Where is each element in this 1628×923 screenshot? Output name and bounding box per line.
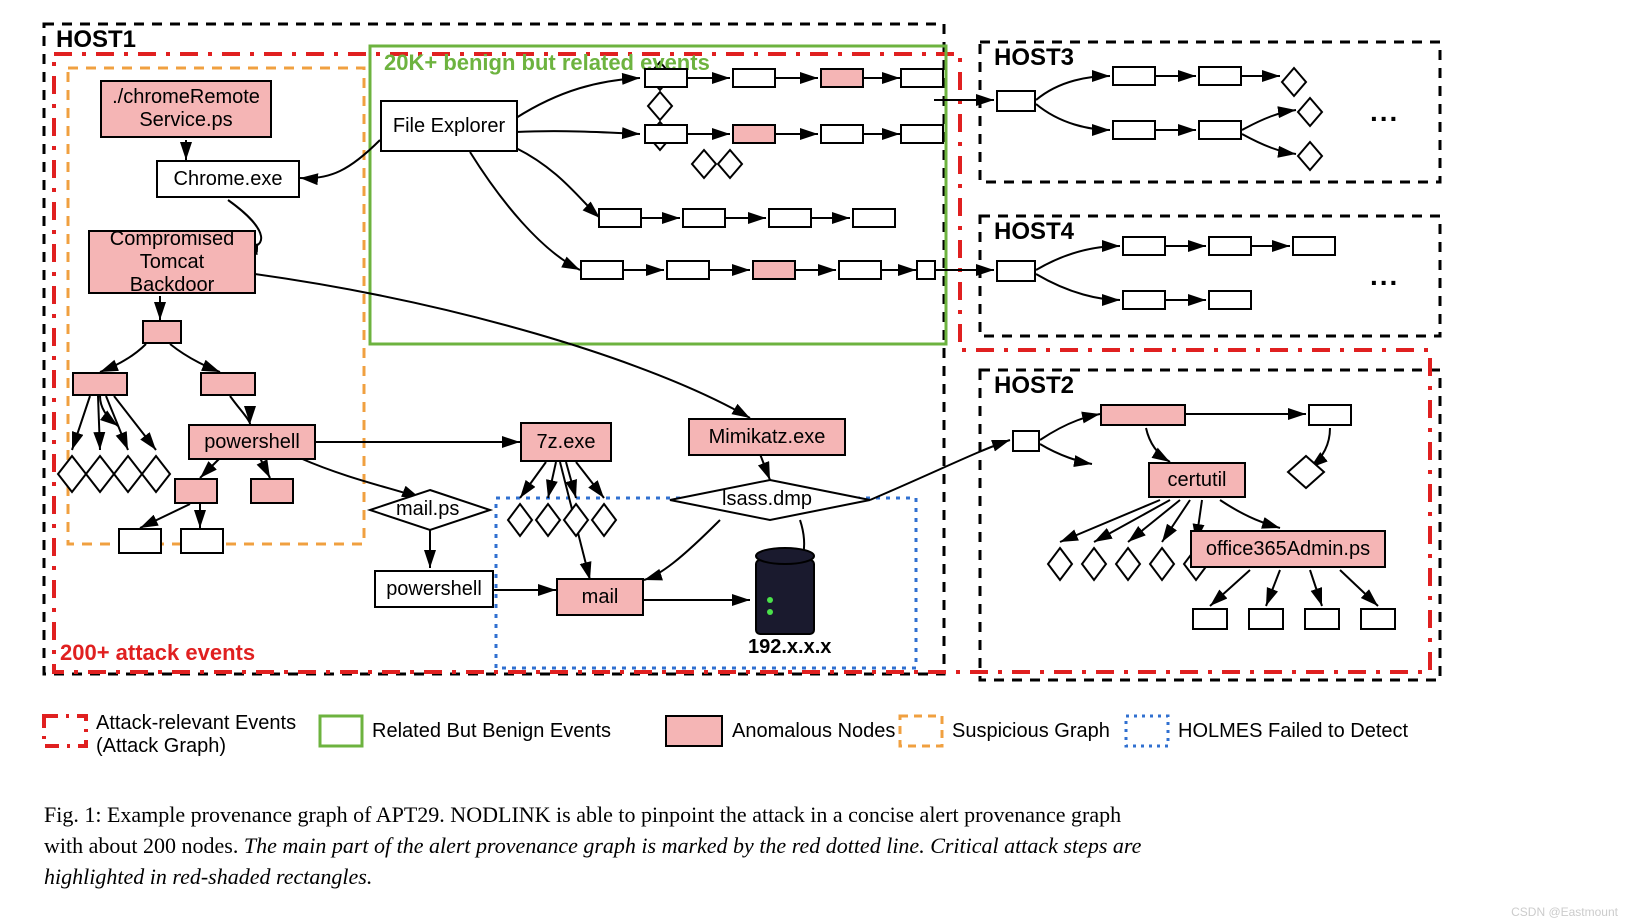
node-powershell: powershell <box>188 424 316 460</box>
svg-canvas <box>0 0 1628 923</box>
ellipsis: ... <box>1370 96 1399 128</box>
benign-node <box>852 208 896 228</box>
legend-benign-swatch <box>320 716 362 746</box>
benign-node <box>598 208 642 228</box>
benign-node <box>666 260 710 280</box>
node-mimikatz: Mimikatz.exe <box>688 418 846 456</box>
host1-label: HOST1 <box>56 26 136 54</box>
node-7z: 7z.exe <box>520 422 612 462</box>
benign-node <box>580 260 624 280</box>
h3-node <box>1112 120 1156 140</box>
server-icon <box>756 548 814 634</box>
benign-node <box>644 124 688 144</box>
benign-node <box>752 260 796 280</box>
legend-susp-swatch <box>900 716 942 746</box>
h3-node <box>1112 66 1156 86</box>
benign-node <box>820 68 864 88</box>
small-node <box>250 478 294 504</box>
node-file-explorer: File Explorer <box>380 100 518 152</box>
host4-label: HOST4 <box>994 218 1074 246</box>
legend-holmes-swatch <box>1126 716 1168 746</box>
host3-graph <box>1036 68 1322 170</box>
benign-node <box>838 260 882 280</box>
h3-node <box>996 90 1036 112</box>
ellipsis: ... <box>1370 260 1399 292</box>
legend-anomalous: Anomalous Nodes <box>732 720 895 743</box>
node-office365: office365Admin.ps <box>1190 530 1386 568</box>
small-node <box>174 478 218 504</box>
node-powershell2: powershell <box>374 570 494 608</box>
benign-node <box>820 124 864 144</box>
legend-benign: Related But Benign Events <box>372 720 611 743</box>
host2-frame <box>980 370 1440 680</box>
h4-node <box>1292 236 1336 256</box>
h2-node <box>1192 608 1228 630</box>
h4-node <box>996 260 1036 282</box>
h4-node <box>1208 290 1252 310</box>
node-mailps: mail.ps <box>396 498 459 521</box>
legend-attack: Attack-relevant Events (Attack Graph) <box>96 712 296 758</box>
h4-node <box>1122 290 1166 310</box>
benign-node <box>768 208 812 228</box>
h3-node <box>1198 66 1242 86</box>
legend-suspicious: Suspicious Graph <box>952 720 1110 743</box>
h2-node <box>1304 608 1340 630</box>
benign-node <box>732 68 776 88</box>
legend-attack-swatch <box>44 716 86 746</box>
h2-node <box>1248 608 1284 630</box>
benign-cloud <box>470 62 994 270</box>
node-server-ip: 192.x.x.x <box>748 636 831 659</box>
h4-node <box>1208 236 1252 256</box>
watermark: CSDN @Eastmount <box>1511 905 1618 919</box>
h2-node <box>1308 404 1352 426</box>
small-node <box>142 320 182 344</box>
small-node <box>200 372 256 396</box>
h2-node <box>1100 404 1186 426</box>
h3-node <box>1198 120 1242 140</box>
benign-node <box>916 260 936 280</box>
attack-frame <box>54 54 1430 672</box>
host3-label: HOST3 <box>994 44 1074 72</box>
small-node <box>118 528 162 554</box>
small-node <box>180 528 224 554</box>
h2-node <box>1360 608 1396 630</box>
h2-node <box>1012 430 1040 452</box>
node-lsass: lsass.dmp <box>722 488 812 511</box>
benign-node <box>644 68 688 88</box>
node-tomcat: Compromised Tomcat Backdoor <box>88 230 256 294</box>
benign-node <box>732 124 776 144</box>
diagram-stage: HOST1 HOST3 HOST4 HOST2 20K+ benign but … <box>0 0 1628 923</box>
legend-anom-swatch <box>666 716 722 746</box>
node-mail: mail <box>556 578 644 616</box>
legend-holmes: HOLMES Failed to Detect <box>1178 720 1408 743</box>
host2-label: HOST2 <box>994 372 1074 400</box>
benign-node <box>682 208 726 228</box>
benign-node <box>900 124 944 144</box>
host2-graph <box>1040 414 1378 606</box>
node-chrome: Chrome.exe <box>156 160 300 198</box>
attack-annotation: 200+ attack events <box>60 640 255 666</box>
h4-node <box>1122 236 1166 256</box>
diamonds-left <box>58 456 170 492</box>
node-certutil: certutil <box>1148 462 1246 498</box>
small-node <box>72 372 128 396</box>
benign-node <box>900 68 944 88</box>
node-chrome-remote: ./chromeRemote Service.ps <box>100 80 272 138</box>
benign-frame <box>370 46 946 344</box>
figure-caption: Fig. 1: Example provenance graph of APT2… <box>44 800 1444 892</box>
